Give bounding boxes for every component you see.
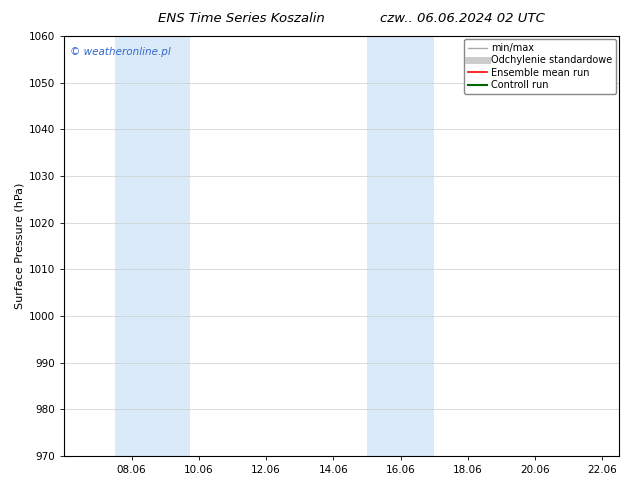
Text: czw.. 06.06.2024 02 UTC: czw.. 06.06.2024 02 UTC: [380, 12, 545, 25]
Bar: [367, 36, 434, 456]
Bar: [115, 36, 190, 456]
Y-axis label: Surface Pressure (hPa): Surface Pressure (hPa): [15, 183, 25, 309]
Legend: min/max, Odchylenie standardowe, Ensemble mean run, Controll run: min/max, Odchylenie standardowe, Ensembl…: [463, 39, 616, 94]
Text: ENS Time Series Koszalin: ENS Time Series Koszalin: [157, 12, 325, 25]
Text: © weatheronline.pl: © weatheronline.pl: [70, 47, 171, 57]
